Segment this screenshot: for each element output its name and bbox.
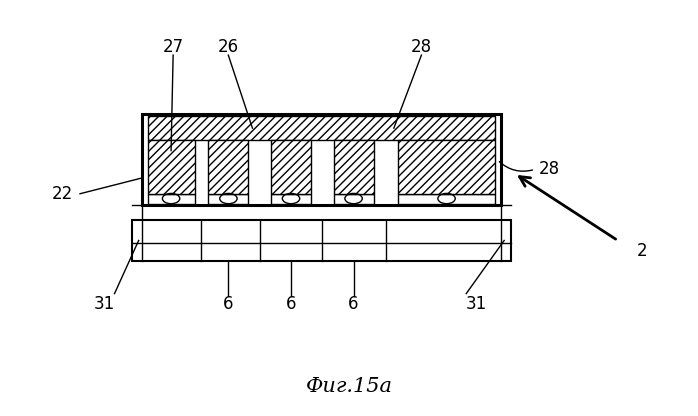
Bar [147, 116, 495, 141]
Text: 31: 31 [94, 295, 114, 313]
Text: 31: 31 [466, 295, 487, 313]
Bar [209, 194, 248, 203]
Text: 6: 6 [223, 295, 234, 313]
Text: 27: 27 [163, 38, 184, 56]
Text: 2: 2 [637, 242, 648, 260]
Bar [147, 194, 195, 203]
Text: Фиг.15a: Фиг.15a [306, 376, 392, 396]
Bar [334, 194, 373, 203]
Text: 28: 28 [411, 38, 432, 56]
Bar [398, 141, 495, 194]
Bar [209, 141, 248, 194]
Bar [147, 141, 195, 194]
Bar [142, 114, 500, 205]
Bar [398, 194, 495, 203]
Text: 28: 28 [539, 160, 560, 178]
Bar [334, 141, 373, 194]
Text: 6: 6 [285, 295, 296, 313]
Text: 26: 26 [218, 38, 239, 56]
Bar [271, 194, 311, 203]
Bar [132, 220, 511, 261]
Bar [271, 141, 311, 194]
Text: 22: 22 [52, 185, 73, 203]
Text: 6: 6 [348, 295, 359, 313]
